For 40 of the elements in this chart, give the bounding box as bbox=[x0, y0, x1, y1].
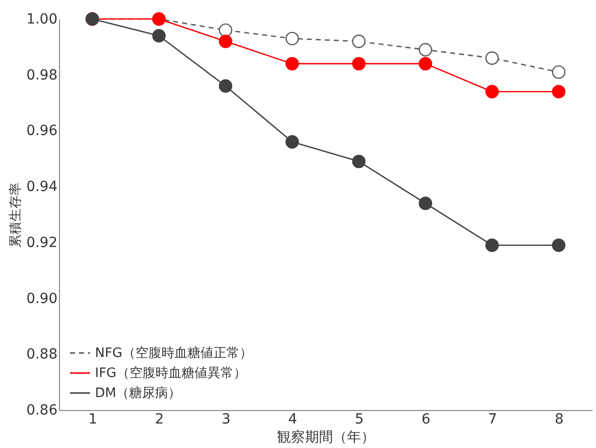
x-axis-title: 観察期間（年） bbox=[277, 430, 375, 446]
y-tick-label: 0.96 bbox=[26, 123, 58, 140]
y-tick-label: 1.00 bbox=[26, 12, 58, 28]
point bbox=[418, 43, 432, 56]
x-tick-label: 6 bbox=[421, 412, 430, 428]
point bbox=[418, 196, 432, 210]
point bbox=[352, 154, 366, 168]
point bbox=[285, 135, 299, 149]
y-tick-label: 0.86 bbox=[26, 402, 58, 418]
y-axis-title: 累積生存率 bbox=[7, 182, 24, 248]
x-tick-label: 5 bbox=[354, 412, 364, 428]
point bbox=[352, 56, 366, 70]
legend-label: NFG（空腹時血糖値正常） bbox=[95, 346, 252, 361]
point bbox=[485, 238, 499, 252]
point bbox=[352, 34, 366, 48]
x-tick-label: 1 bbox=[88, 412, 98, 428]
point bbox=[552, 65, 566, 79]
point bbox=[285, 32, 299, 46]
point bbox=[285, 56, 299, 70]
y-tick-label: 0.88 bbox=[26, 346, 58, 363]
point bbox=[485, 84, 499, 98]
y-tick-label: 0.90 bbox=[26, 290, 58, 307]
legend-label: DM（糖尿病） bbox=[95, 386, 182, 401]
y-tick-label: 0.94 bbox=[26, 179, 58, 196]
y-tick-label: 0.92 bbox=[26, 234, 58, 251]
x-tick-label: 4 bbox=[288, 412, 298, 428]
x-tick-label: 3 bbox=[222, 412, 231, 428]
legend-label: IFG（空腹時血糖値異常） bbox=[95, 366, 246, 381]
point bbox=[152, 29, 166, 42]
point bbox=[218, 23, 232, 37]
point bbox=[218, 79, 232, 93]
point bbox=[485, 51, 499, 65]
point bbox=[552, 84, 566, 98]
point bbox=[552, 238, 566, 252]
x-tick-label: 2 bbox=[154, 412, 164, 428]
point bbox=[218, 34, 232, 48]
x-tick-label: 7 bbox=[488, 412, 498, 428]
y-tick-label: 0.98 bbox=[26, 67, 58, 84]
point bbox=[418, 56, 432, 70]
x-tick-label: 8 bbox=[554, 412, 564, 428]
